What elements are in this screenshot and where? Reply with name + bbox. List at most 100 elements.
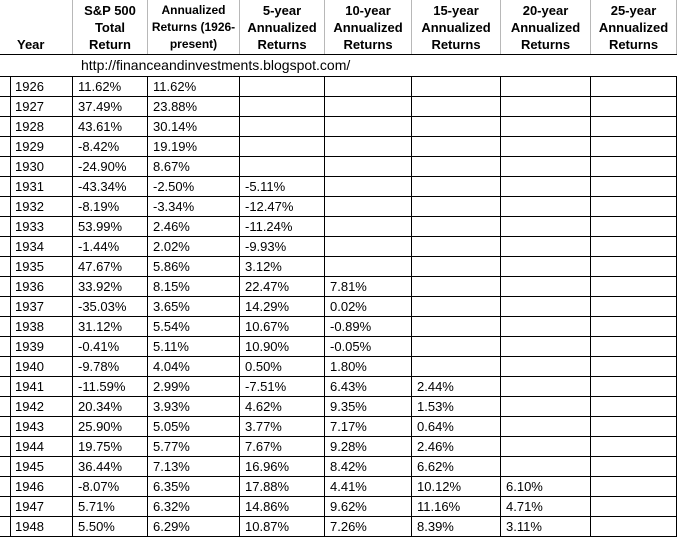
return-cell: 10.90% [240, 337, 325, 356]
column-header-line: Returns [431, 37, 481, 52]
return-cell [591, 337, 677, 356]
return-cell [412, 277, 501, 296]
return-cell [412, 237, 501, 256]
return-cell [240, 157, 325, 176]
return-cell: 7.13% [148, 457, 240, 476]
return-cell: 6.32% [148, 497, 240, 516]
return-cell: 31.12% [73, 317, 148, 336]
return-cell [325, 257, 412, 276]
return-cell: 6.43% [325, 377, 412, 396]
return-cell [591, 317, 677, 336]
return-cell: -5.11% [240, 177, 325, 196]
return-cell: 11.62% [148, 77, 240, 96]
return-cell [501, 277, 591, 296]
return-cell: 10.12% [412, 477, 501, 496]
return-cell: -2.50% [148, 177, 240, 196]
table-row: 1929 -8.42% 19.19% [0, 137, 677, 157]
table-row: 1937 -35.03% 3.65% 14.29% 0.02% [0, 297, 677, 317]
return-cell [501, 417, 591, 436]
column-header-line: 5-year [262, 3, 302, 18]
column-header-line: Annualized [598, 20, 669, 35]
table-row: 1936 33.92% 8.15% 22.47% 7.81% [0, 277, 677, 297]
return-cell [501, 437, 591, 456]
return-cell: 1.80% [325, 357, 412, 376]
return-cell: 11.62% [73, 77, 148, 96]
return-cell: 22.47% [240, 277, 325, 296]
return-cell: 3.77% [240, 417, 325, 436]
return-cell [240, 97, 325, 116]
table-row: 1941 -11.59% 2.99% -7.51% 6.43% 2.44% [0, 377, 677, 397]
year-cell: 1938 [10, 317, 73, 336]
return-cell [412, 217, 501, 236]
return-cell [325, 157, 412, 176]
table-row: 1944 19.75% 5.77% 7.67% 9.28% 2.46% [0, 437, 677, 457]
column-header-y10: 10-year Annualized Returns [325, 0, 412, 54]
return-cell: 8.39% [412, 517, 501, 536]
return-cell [501, 117, 591, 136]
return-cell [501, 157, 591, 176]
header-row: Year S&P 500 Total Return Annualized Returns … [0, 0, 677, 55]
return-cell: -24.90% [73, 157, 148, 176]
column-header-line: Total [94, 20, 126, 35]
column-header-line: Annualized [161, 3, 226, 17]
return-cell [412, 357, 501, 376]
column-header-year: Year [0, 0, 73, 54]
column-header-line: 15-year [433, 3, 479, 18]
return-cell [501, 177, 591, 196]
return-cell: 16.96% [240, 457, 325, 476]
return-cell [591, 157, 677, 176]
return-cell: -9.93% [240, 237, 325, 256]
return-cell: -35.03% [73, 297, 148, 316]
return-cell [325, 237, 412, 256]
return-cell: 3.65% [148, 297, 240, 316]
table-row: 1927 37.49% 23.88% [0, 97, 677, 117]
year-cell: 1944 [10, 437, 73, 456]
return-cell [591, 397, 677, 416]
return-cell [501, 97, 591, 116]
return-cell [501, 237, 591, 256]
return-cell: 10.87% [240, 517, 325, 536]
column-header-line: Annualized [421, 20, 491, 35]
column-header-line: Annualized [510, 20, 581, 35]
column-header-line: Returns [608, 37, 659, 52]
return-cell [591, 137, 677, 156]
column-header-line: 20-year [522, 3, 569, 18]
return-cell [325, 137, 412, 156]
return-cell: 14.86% [240, 497, 325, 516]
return-cell: 7.81% [325, 277, 412, 296]
year-cell: 1939 [10, 337, 73, 356]
return-cell: 6.35% [148, 477, 240, 496]
return-cell: 5.50% [73, 517, 148, 536]
return-cell: 0.50% [240, 357, 325, 376]
table-row: 1947 5.71% 6.32% 14.86% 9.62% 11.16% 4.71% [0, 497, 677, 517]
return-cell: 2.44% [412, 377, 501, 396]
year-cell: 1932 [10, 197, 73, 216]
return-cell: 0.02% [325, 297, 412, 316]
year-cell: 1943 [10, 417, 73, 436]
column-header-line: Returns [257, 37, 307, 52]
return-cell [591, 357, 677, 376]
return-cell: 4.41% [325, 477, 412, 496]
return-cell [501, 317, 591, 336]
return-cell [325, 197, 412, 216]
return-cell [591, 377, 677, 396]
return-cell [591, 217, 677, 236]
return-cell [591, 277, 677, 296]
year-cell: 1934 [10, 237, 73, 256]
return-cell: 8.67% [148, 157, 240, 176]
table-row: 1939 -0.41% 5.11% 10.90% -0.05% [0, 337, 677, 357]
year-cell: 1935 [10, 257, 73, 276]
year-cell: 1948 [10, 517, 73, 536]
return-cell [591, 77, 677, 96]
table-row: 1933 53.99% 2.46% -11.24% [0, 217, 677, 237]
return-cell: 5.05% [148, 417, 240, 436]
return-cell: -0.41% [73, 337, 148, 356]
return-cell [591, 177, 677, 196]
column-header-line: Returns (1926- [151, 20, 236, 34]
return-cell: -1.44% [73, 237, 148, 256]
return-cell [591, 497, 677, 516]
return-cell: -3.34% [148, 197, 240, 216]
year-cell: 1937 [10, 297, 73, 316]
year-cell: 1947 [10, 497, 73, 516]
table-row: 1938 31.12% 5.54% 10.67% -0.89% [0, 317, 677, 337]
